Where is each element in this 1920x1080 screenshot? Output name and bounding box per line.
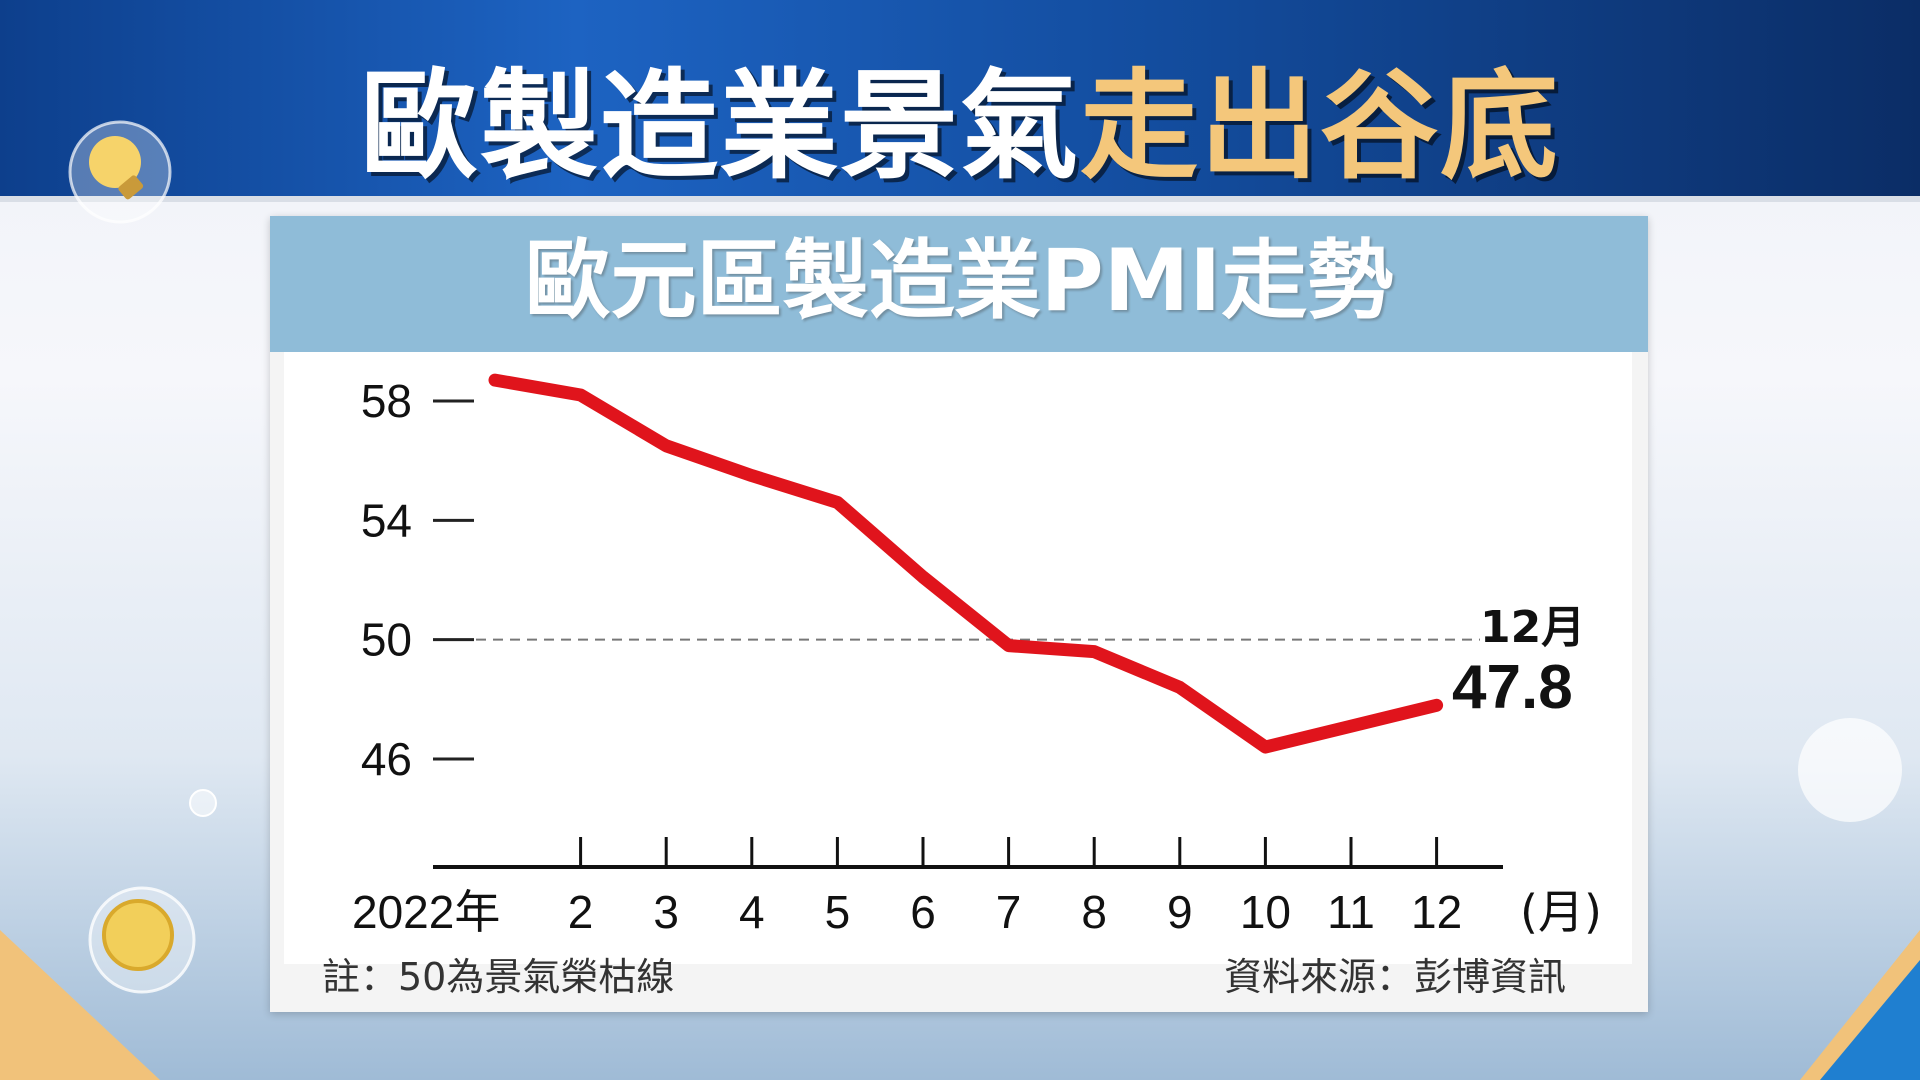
header-banner: 歐製造業景氣走出谷底: [0, 0, 1920, 202]
small-bubble: [189, 789, 217, 817]
data-point-11: [1435, 704, 1438, 707]
data-point-8: [1178, 686, 1181, 689]
footnote: 註：50為景氣榮枯線: [322, 955, 675, 999]
y-tick-label-58: 58: [361, 375, 412, 427]
y-tick-label-54: 54: [361, 494, 412, 546]
blue-triangle-bottom-right: [1820, 960, 1920, 1080]
annotation-value: 47.8: [1452, 653, 1573, 722]
data-point-10: [1350, 725, 1352, 728]
x-tick-label-5: 6: [910, 886, 936, 938]
data-point-6: [1007, 644, 1010, 647]
x-tick-label-6: 7: [996, 886, 1022, 938]
x-tick-label-10: 11: [1327, 886, 1375, 938]
chart-title-band: 歐元區製造業PMI走勢: [270, 216, 1648, 352]
x-tick-label-11: 12: [1411, 886, 1462, 938]
data-point-7: [1093, 650, 1096, 653]
x-tick-label-7: 8: [1081, 886, 1107, 938]
headline: 歐製造業景氣走出谷底: [0, 61, 1920, 192]
chart-title: 歐元區製造業PMI走勢: [524, 231, 1394, 331]
x-tick-label-0: 2022年: [352, 886, 500, 938]
lightbulb-icon: [68, 120, 172, 224]
plot-area: [284, 352, 1632, 964]
series-line-0: [488, 373, 1444, 754]
x-tick-label-4: 5: [825, 886, 851, 938]
data-point-0: [494, 379, 496, 382]
data-point-2: [665, 444, 668, 447]
data-point-3: [750, 474, 753, 477]
x-tick-label-1: 2: [568, 886, 594, 938]
headline-part2: 走出谷底: [1080, 57, 1561, 195]
y-tick-label-46: 46: [361, 733, 412, 785]
x-tick-label-9: 10: [1240, 886, 1291, 938]
gold-triangle-bottom-left: [0, 930, 160, 1080]
x-axis-unit: (月): [1520, 885, 1602, 939]
x-tick-label-3: 4: [739, 886, 765, 938]
data-point-4: [836, 501, 839, 504]
source-note: 資料來源：彭博資訊: [1224, 955, 1567, 999]
x-tick-label-2: 3: [653, 886, 679, 938]
x-tick-label-8: 9: [1167, 886, 1193, 938]
annotation-month: 12月: [1480, 602, 1585, 653]
data-point-5: [922, 576, 924, 579]
y-tick-label-50: 50: [361, 614, 412, 666]
data-point-1: [579, 394, 582, 397]
coin-icon: [102, 899, 174, 971]
pill-decoration: [1798, 718, 1902, 822]
data-point-9: [1264, 746, 1267, 749]
headline-part1: 歐製造業景氣: [359, 57, 1080, 195]
